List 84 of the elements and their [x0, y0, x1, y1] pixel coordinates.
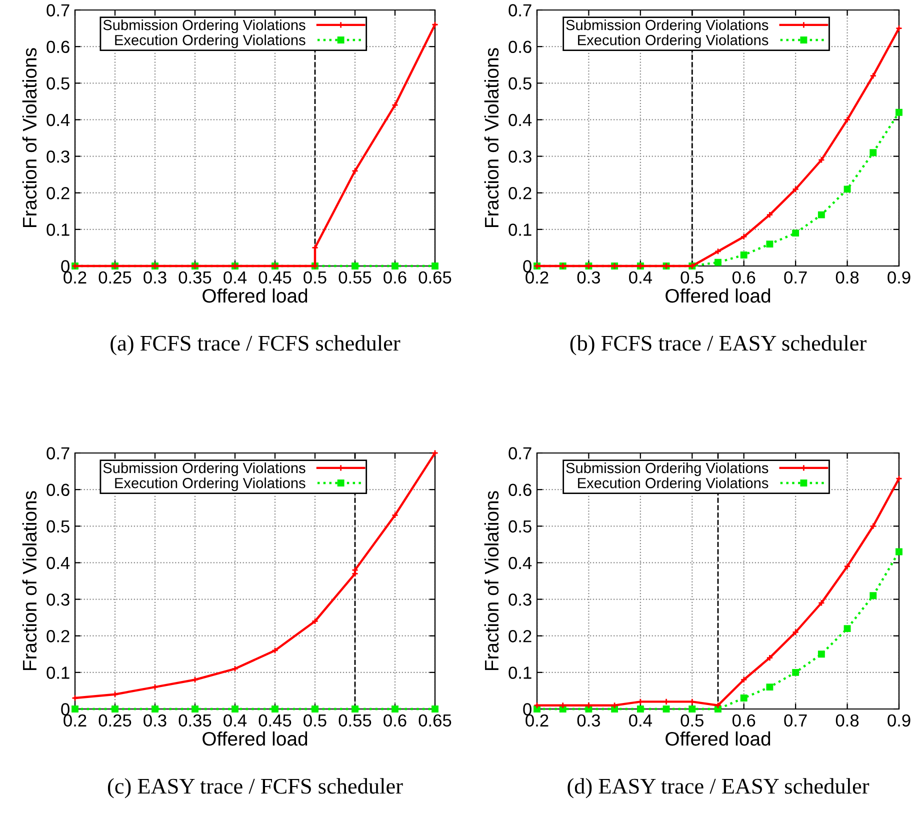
x-axis-title: Offered load [666, 731, 770, 746]
y-tick-label: 0.7 [46, 447, 70, 460]
x-tick-label: 0.5 [304, 271, 326, 284]
x-tick-label: 0.6 [732, 714, 756, 727]
x-tick-label: 0.6 [732, 271, 756, 284]
text: (b) FCFS trace / EASY scheduler [570, 335, 866, 356]
y-tick-label: 0 [523, 260, 532, 272]
legend-label: Execution Ordering Violations [578, 478, 768, 492]
y-tick-label: 0.6 [508, 40, 532, 54]
x-tick-label: 0.6 [384, 714, 406, 727]
y-tick-label: 0.1 [46, 666, 70, 679]
x-tick-label: 0.9 [888, 714, 910, 727]
x-tick-label: 0.8 [836, 714, 859, 727]
y-tick-label: 0.1 [46, 224, 70, 236]
x-tick-label: 0.3 [577, 714, 600, 727]
y-tick-label: 0.2 [508, 187, 532, 200]
legend-label: Execution Ordering Violations [115, 34, 306, 48]
legend-label: Submission Orderihg Violations [566, 462, 768, 476]
legend-label: Execution Ordering Violations [578, 34, 768, 48]
x-tick-label: 0.35 [178, 714, 212, 727]
legend-label: Submission Ordering Violations [566, 19, 768, 34]
y-tick-label: 0.3 [508, 593, 532, 606]
x-tick-label: 0.35 [178, 271, 212, 284]
y-tick-label: 0.7 [508, 4, 532, 16]
y-tick-label: 0.7 [46, 4, 70, 16]
legend-label: Submission Ordering Violations [103, 19, 306, 34]
y-tick-label: 0.2 [46, 630, 70, 642]
y-tick-label: 0 [61, 260, 70, 272]
x-tick-label: 0.3 [144, 271, 166, 284]
x-tick-label: 0.5 [680, 271, 704, 284]
text: (d) EASY trace / EASY scheduler [568, 778, 870, 798]
x-tick-label: 0.45 [258, 714, 292, 727]
y-tick-label: 0.4 [46, 114, 70, 126]
x-tick-label: 0.25 [98, 271, 132, 284]
x-tick-label: 0.3 [577, 271, 600, 284]
y-tick-label: 0 [523, 703, 532, 716]
y-tick-label: 0.1 [508, 224, 532, 236]
y-tick-label: 0.5 [508, 520, 532, 533]
legend-label: Submission Ordering Violations [103, 462, 306, 476]
x-tick-label: 0.6 [384, 271, 406, 284]
x-tick-label: 0.4 [224, 714, 247, 727]
text: (c) EASY trace / FCFS scheduler [108, 778, 403, 798]
y-tick-label: 0.6 [46, 484, 70, 496]
x-axis-title: Offered load [666, 288, 770, 303]
y-tick-label: 0.5 [46, 77, 70, 90]
y-tick-label: 0.4 [46, 556, 70, 570]
y-axis-title: Fraction of Violations [484, 48, 499, 228]
x-tick-label: 0.7 [784, 714, 807, 727]
y-tick-label: 0.4 [508, 114, 532, 126]
y-tick-label: 0.5 [46, 520, 70, 533]
x-tick-label: 0.8 [836, 271, 859, 284]
y-axis-title: Fraction of Violations [22, 491, 37, 670]
y-tick-label: 0.5 [508, 77, 532, 90]
x-tick-label: 0.5 [680, 714, 704, 727]
x-tick-label: 0.55 [338, 714, 372, 727]
x-tick-label: 0.65 [418, 271, 452, 284]
legend-label: Execution Ordering Violations [115, 478, 306, 492]
y-tick-label: 0 [61, 703, 70, 716]
y-tick-label: 0.6 [46, 40, 70, 54]
x-tick-label: 0.4 [629, 714, 652, 727]
x-tick-label: 0.25 [98, 714, 132, 727]
y-axis-title: Fraction of Violations [22, 48, 37, 228]
x-tick-label: 0.65 [418, 714, 452, 727]
x-tick-label: 0.9 [888, 271, 910, 284]
x-axis-title: Offered load [202, 288, 308, 303]
y-tick-label: 0.2 [508, 630, 532, 642]
x-tick-label: 0.55 [338, 271, 372, 284]
x-tick-label: 0.45 [258, 271, 292, 284]
y-axis-title: Fraction of Violations [484, 491, 499, 670]
y-tick-label: 0.3 [46, 593, 70, 606]
x-tick-label: 0.4 [224, 271, 247, 284]
y-tick-label: 0.2 [46, 187, 70, 200]
x-tick-label: 0.7 [784, 271, 807, 284]
x-axis-title: Offered load [202, 731, 308, 746]
y-tick-label: 0.3 [46, 150, 70, 163]
x-tick-label: 0.5 [304, 714, 326, 727]
y-tick-label: 0.4 [508, 556, 532, 570]
y-tick-label: 0.3 [508, 150, 532, 163]
x-tick-label: 0.4 [629, 271, 652, 284]
text: (a) FCFS trace / FCFS scheduler [110, 335, 400, 356]
y-tick-label: 0.6 [508, 484, 532, 496]
y-tick-label: 0.1 [508, 666, 532, 679]
y-tick-label: 0.7 [508, 447, 532, 460]
x-tick-label: 0.3 [144, 714, 166, 727]
